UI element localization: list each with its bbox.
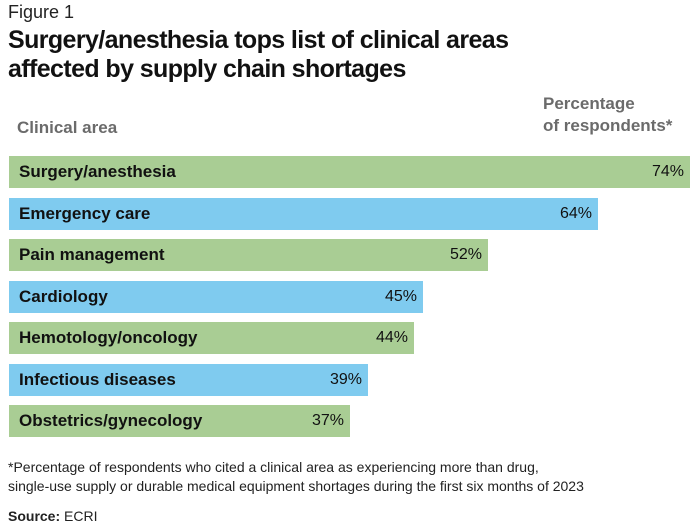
x-axis-label: Percentage of respondents* bbox=[543, 93, 688, 137]
bar-value-label: 52% bbox=[449, 246, 482, 263]
bar bbox=[9, 405, 350, 437]
bar-category-label: Surgery/anesthesia bbox=[19, 162, 176, 181]
bar-value-label: 37% bbox=[311, 412, 344, 429]
y-axis-label: Clinical area bbox=[17, 118, 118, 137]
x-axis-label-line-1: Percentage bbox=[543, 94, 635, 113]
chart-title-line-1: Surgery/anesthesia tops list of clinical… bbox=[8, 26, 509, 54]
bar-category-label: Infectious diseases bbox=[19, 370, 176, 389]
figure-label: Figure 1 bbox=[8, 2, 75, 22]
bar bbox=[9, 364, 368, 396]
bar-value-label: 39% bbox=[329, 371, 362, 388]
bar-category-label: Emergency care bbox=[19, 204, 151, 223]
bar-value-label: 64% bbox=[559, 205, 592, 222]
bar-chart: Surgery/anesthesia 74% Emergency care 64% Pa… bbox=[9, 156, 690, 438]
bar bbox=[9, 239, 488, 271]
chart-title: Surgery/anesthesia tops list of clinical… bbox=[8, 26, 688, 84]
bar bbox=[9, 281, 423, 313]
bar-value-label: 45% bbox=[384, 288, 417, 305]
bar bbox=[9, 322, 414, 354]
source-label: Source: bbox=[8, 508, 61, 524]
bar-category-label: Cardiology bbox=[19, 287, 108, 306]
footnote-line-1: *Percentage of respondents who cited a c… bbox=[8, 459, 539, 475]
source-value: ECRI bbox=[64, 508, 98, 524]
source-note: Source: ECRI bbox=[8, 508, 97, 524]
bar-category-label: Pain management bbox=[19, 245, 165, 264]
x-axis-label-line-2: of respondents* bbox=[543, 116, 673, 135]
bar-value-label: 44% bbox=[375, 329, 408, 346]
bar bbox=[9, 198, 598, 230]
bar-value-label: 74% bbox=[651, 163, 684, 180]
bar-category-label: Hemotology/oncology bbox=[19, 328, 198, 347]
footnote: *Percentage of respondents who cited a c… bbox=[8, 458, 698, 496]
chart-title-line-2: affected by supply chain shortages bbox=[8, 55, 406, 83]
bar bbox=[9, 156, 690, 188]
bar-category-label: Obstetrics/gynecology bbox=[19, 411, 203, 430]
footnote-line-2: single-use supply or durable medical equ… bbox=[8, 478, 584, 494]
